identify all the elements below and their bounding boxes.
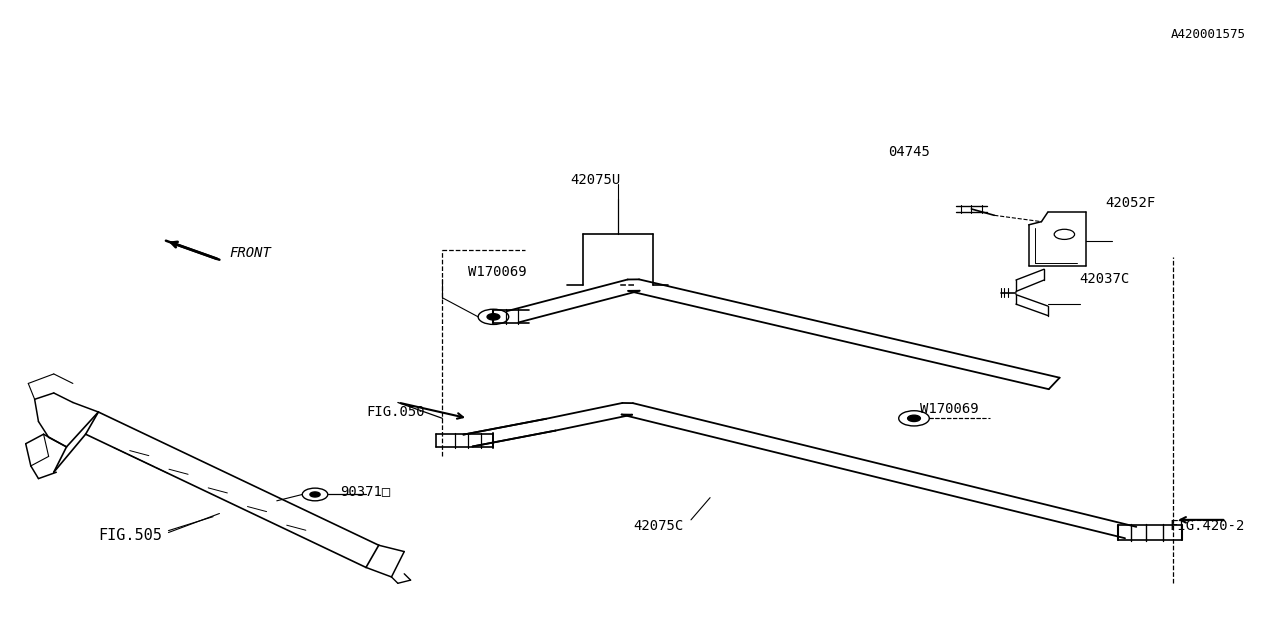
Circle shape [908, 415, 920, 422]
Text: FIG.420-2: FIG.420-2 [1169, 519, 1244, 533]
Text: FIG.505: FIG.505 [99, 528, 163, 543]
Text: 42052F: 42052F [1105, 196, 1156, 210]
Circle shape [488, 314, 499, 320]
Text: 42037C: 42037C [1080, 272, 1130, 286]
Circle shape [310, 492, 320, 497]
Text: FIG.050: FIG.050 [366, 405, 425, 419]
Text: 04745: 04745 [888, 145, 931, 159]
Text: 90371□: 90371□ [340, 484, 390, 499]
Text: W170069: W170069 [468, 266, 526, 280]
Text: W170069: W170069 [920, 402, 979, 416]
Text: A420001575: A420001575 [1170, 28, 1245, 41]
Text: 42075U: 42075U [570, 173, 620, 188]
Text: FRONT: FRONT [229, 246, 271, 260]
Text: 42075C: 42075C [634, 519, 684, 533]
